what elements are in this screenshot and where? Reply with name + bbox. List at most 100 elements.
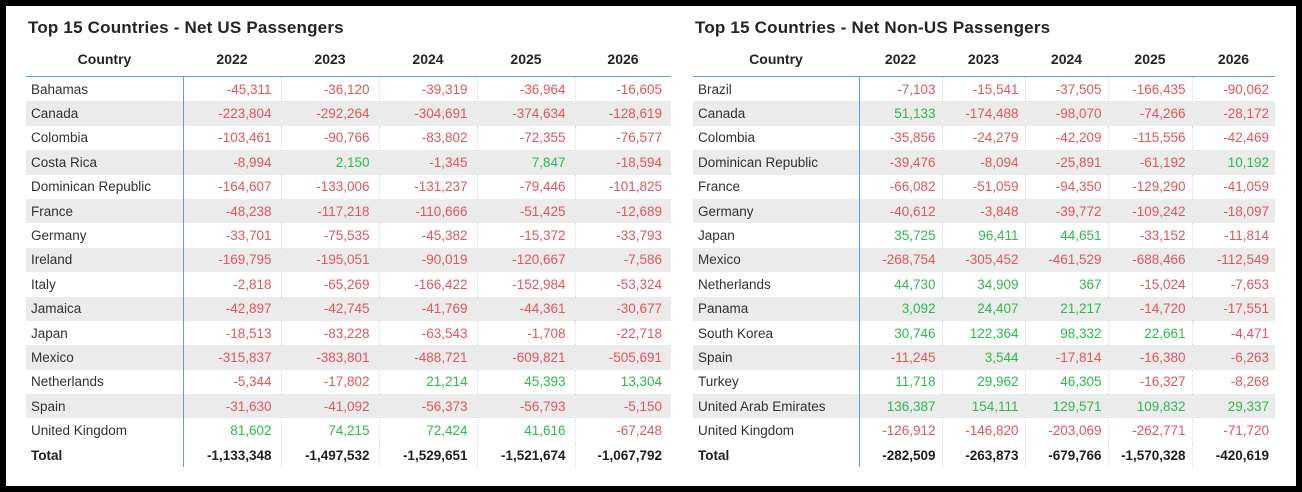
value-cell: -39,476 — [858, 150, 942, 175]
value-cell: -223,804 — [182, 101, 281, 126]
value-cell: -63,543 — [378, 320, 477, 346]
value-cell: 10,192 — [1191, 150, 1275, 175]
country-cell: Germany — [31, 228, 87, 244]
value-cell: -282,509 — [858, 442, 942, 468]
value-cell: -383,801 — [280, 345, 379, 370]
value-cell: -1,570,328 — [1107, 442, 1192, 468]
value-cell: -117,218 — [280, 198, 379, 224]
value-cell: -2,818 — [182, 272, 281, 297]
value-cell: 96,411 — [941, 223, 1025, 248]
value-cell: 46,305 — [1024, 369, 1108, 395]
value-cell: -292,264 — [280, 101, 379, 126]
value-cell: -61,192 — [1107, 150, 1192, 175]
value-cell: 72,424 — [378, 418, 477, 443]
value-cell: 81,602 — [182, 418, 281, 443]
value-cell: -15,541 — [941, 76, 1025, 102]
value-cell: -169,795 — [182, 247, 281, 273]
value-cell: -67,248 — [574, 418, 671, 443]
value-cell: -25,891 — [1024, 150, 1108, 175]
country-cell: United Arab Emirates — [693, 394, 859, 419]
table-body: Brazil -7,103 -15,541 -37,505 -166,435 -90,06… — [693, 76, 1275, 468]
value-cell: 11,718 — [858, 369, 942, 395]
value-cell: -40,612 — [858, 198, 942, 224]
table-row: Dominican Republic -39,476 -8,094 -25,891 -6… — [693, 150, 1275, 175]
value-cell: -76,577 — [574, 125, 671, 151]
table-row: Italy -2,818 -65,269 -166,422 -152,984 -53,32… — [26, 272, 671, 297]
value-cell: -33,793 — [574, 223, 671, 248]
value-cell: -166,435 — [1107, 76, 1192, 102]
value-cell: -5,150 — [574, 394, 671, 419]
value-cell: -315,837 — [182, 345, 281, 370]
table-row: Mexico -268,754 -305,452 -461,529 -688,466 -1… — [693, 247, 1275, 273]
value-cell: -22,718 — [574, 320, 671, 346]
value-cell: -679,766 — [1024, 442, 1108, 468]
table-row: Canada -223,804 -292,264 -304,691 -374,634 -1… — [26, 101, 671, 126]
value-cell: -75,535 — [280, 223, 379, 248]
report-canvas: Top 15 Countries - Net US Passengers Cou… — [6, 6, 1296, 468]
table-row: Canada 51,133 -174,488 -98,070 -74,266 -28,17… — [693, 101, 1275, 126]
value-cell: -1,345 — [378, 150, 477, 175]
value-cell: -39,772 — [1024, 198, 1108, 224]
value-cell: -129,290 — [1107, 174, 1192, 199]
table-row: Ireland -169,795 -195,051 -90,019 -120,667 -7… — [26, 247, 671, 273]
table-row: France -48,238 -117,218 -110,666 -51,425 -12,… — [26, 198, 671, 224]
country-cell: Japan — [698, 228, 735, 244]
table-row: Brazil -7,103 -15,541 -37,505 -166,435 -90,06… — [693, 76, 1275, 102]
country-cell: Netherlands — [31, 374, 104, 390]
value-cell: -7,653 — [1191, 272, 1275, 297]
value-cell: -461,529 — [1024, 247, 1108, 273]
country-cell: Jamaica — [26, 296, 183, 321]
value-cell: -83,228 — [280, 320, 379, 346]
country-cell: France — [26, 198, 183, 224]
value-cell: -72,355 — [476, 125, 575, 151]
value-cell: -45,382 — [378, 223, 477, 248]
value-cell: 24,407 — [941, 296, 1025, 321]
value-cell: -15,024 — [1107, 272, 1192, 297]
total-row: Total -282,509 -263,873 -679,766 -1,570,328-… — [693, 442, 1275, 468]
table-row: France -66,082 -51,059 -94,350 -129,290 -41,0… — [693, 174, 1275, 199]
value-cell: -42,897 — [182, 296, 281, 321]
value-cell: -65,269 — [280, 272, 379, 297]
column-header-2022: 2022 — [859, 47, 942, 77]
value-cell: -174,488 — [941, 101, 1025, 126]
value-cell: -94,350 — [1024, 174, 1108, 199]
value-cell: 34,909 — [941, 272, 1025, 297]
table-row: Dominican Republic -164,607 -133,006 -131,2… — [26, 174, 671, 199]
column-header-2024: 2024 — [1025, 47, 1108, 77]
table-row: United Kingdom -126,912 -146,820 -203,069 -2… — [693, 418, 1275, 443]
value-cell: -16,605 — [574, 76, 671, 102]
value-cell: -44,361 — [476, 296, 575, 321]
value-cell: -17,802 — [280, 369, 379, 395]
total-label-cell: Total — [693, 442, 859, 468]
country-cell: Spain — [693, 345, 859, 370]
value-cell: -109,242 — [1107, 198, 1192, 224]
table-row: United Kingdom 81,602 74,215 72,424 41,616 -6… — [26, 418, 671, 443]
value-cell: -166,422 — [378, 272, 477, 297]
value-cell: -41,769 — [378, 296, 477, 321]
value-cell: -36,964 — [476, 76, 575, 102]
country-cell: Dominican Republic — [693, 150, 859, 175]
table-row: Panama 3,092 24,407 21,217 -14,720 -17,551 — [693, 296, 1275, 321]
value-cell: 136,387 — [858, 394, 942, 419]
value-cell: -146,820 — [941, 418, 1025, 443]
value-cell: 3,092 — [858, 296, 942, 321]
value-cell: -35,856 — [858, 125, 942, 151]
value-cell: 44,651 — [1024, 223, 1108, 248]
column-header-country: Country — [26, 47, 183, 77]
value-cell: 129,571 — [1024, 394, 1108, 419]
value-cell: -53,324 — [574, 272, 671, 297]
value-cell: 367 — [1024, 272, 1108, 297]
table-visual-net-us-passengers: Top 15 Countries - Net US Passengers Cou… — [26, 14, 671, 468]
value-cell: -304,691 — [378, 101, 477, 126]
value-cell: -45,311 — [182, 76, 281, 102]
visual-title-net-us: Top 15 Countries - Net US Passengers — [28, 18, 344, 37]
country-cell: Colombia — [698, 130, 756, 146]
table-row: Germany -40,612 -3,848 -39,772 -109,242 -18,0… — [693, 198, 1275, 224]
value-cell: -14,720 — [1107, 296, 1192, 321]
country-cell: Canada — [693, 101, 859, 126]
column-header-country: Country — [693, 47, 859, 77]
country-cell: Dominican Republic — [31, 179, 152, 195]
value-cell: -3,848 — [941, 198, 1025, 224]
value-cell: -74,266 — [1107, 101, 1192, 126]
value-cell: -7,586 — [574, 247, 671, 273]
